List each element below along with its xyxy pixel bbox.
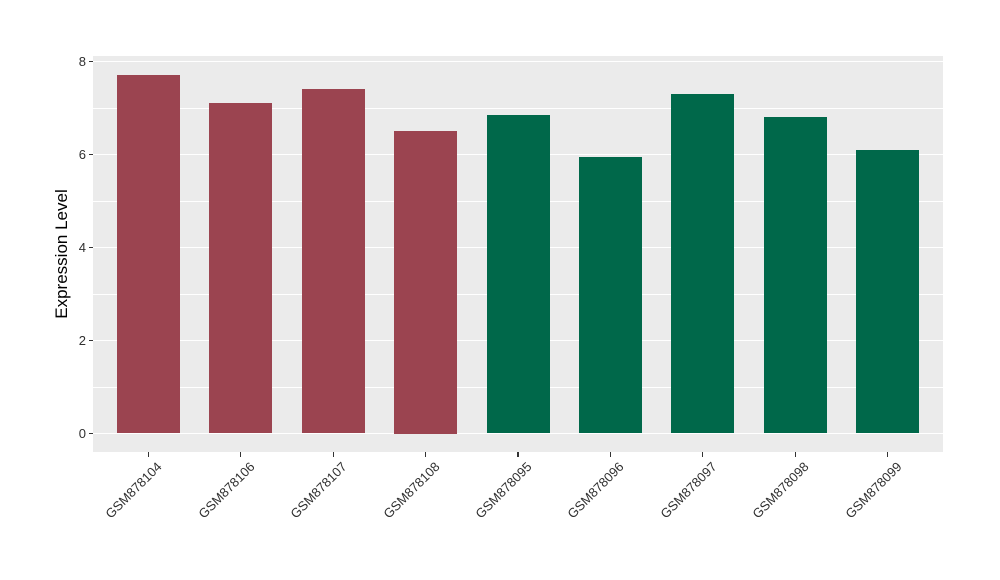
x-tick-label-GSM878108: GSM878108 bbox=[379, 459, 443, 522]
x-tick-mark bbox=[609, 452, 611, 457]
y-tick-mark bbox=[88, 339, 93, 342]
x-tick-mark bbox=[794, 452, 796, 457]
y-tick-label: 8 bbox=[78, 54, 86, 69]
x-tick-mark bbox=[240, 452, 242, 457]
major-gridline bbox=[93, 60, 943, 63]
bar-GSM878097 bbox=[671, 94, 735, 434]
y-tick-label: 4 bbox=[78, 240, 86, 255]
minor-gridline bbox=[93, 108, 943, 109]
bar-GSM878106 bbox=[209, 103, 273, 434]
y-tick-label: 0 bbox=[78, 426, 86, 441]
y-tick-label: 2 bbox=[78, 333, 86, 348]
x-tick-label-GSM878097: GSM878097 bbox=[657, 459, 720, 522]
major-gridline bbox=[93, 432, 943, 435]
x-tick-label-GSM878106: GSM878106 bbox=[195, 459, 258, 522]
x-tick-label-GSM878107: GSM878107 bbox=[287, 459, 350, 522]
y-tick-mark bbox=[88, 60, 93, 63]
x-tick-mark bbox=[332, 452, 334, 457]
bar-GSM878098 bbox=[763, 117, 827, 434]
y-axis-title: Expression Level bbox=[52, 189, 71, 319]
x-tick-mark bbox=[886, 452, 889, 457]
x-tick-label-GSM878095: GSM878095 bbox=[472, 459, 535, 522]
x-tick-mark bbox=[147, 452, 150, 457]
x-tick-label-GSM878104: GSM878104 bbox=[102, 459, 166, 522]
y-tick-mark bbox=[88, 246, 93, 249]
x-tick-label-GSM878099: GSM878099 bbox=[841, 459, 905, 522]
bar-GSM878099 bbox=[856, 149, 920, 434]
x-tick-mark bbox=[517, 452, 519, 457]
bar-GSM878107 bbox=[301, 89, 365, 434]
bar-GSM878095 bbox=[486, 114, 550, 434]
y-tick-mark bbox=[88, 153, 93, 156]
y-tick-label: 6 bbox=[78, 147, 86, 162]
x-tick-label-GSM878096: GSM878096 bbox=[564, 459, 628, 522]
x-tick-label-GSM878098: GSM878098 bbox=[749, 459, 812, 522]
y-tick-mark bbox=[88, 432, 93, 435]
plot-panel bbox=[93, 56, 943, 452]
x-tick-mark bbox=[702, 452, 704, 457]
x-tick-mark bbox=[425, 452, 427, 457]
bar-GSM878104 bbox=[116, 75, 180, 434]
bar-GSM878108 bbox=[394, 131, 458, 434]
bar-GSM878096 bbox=[578, 156, 642, 434]
